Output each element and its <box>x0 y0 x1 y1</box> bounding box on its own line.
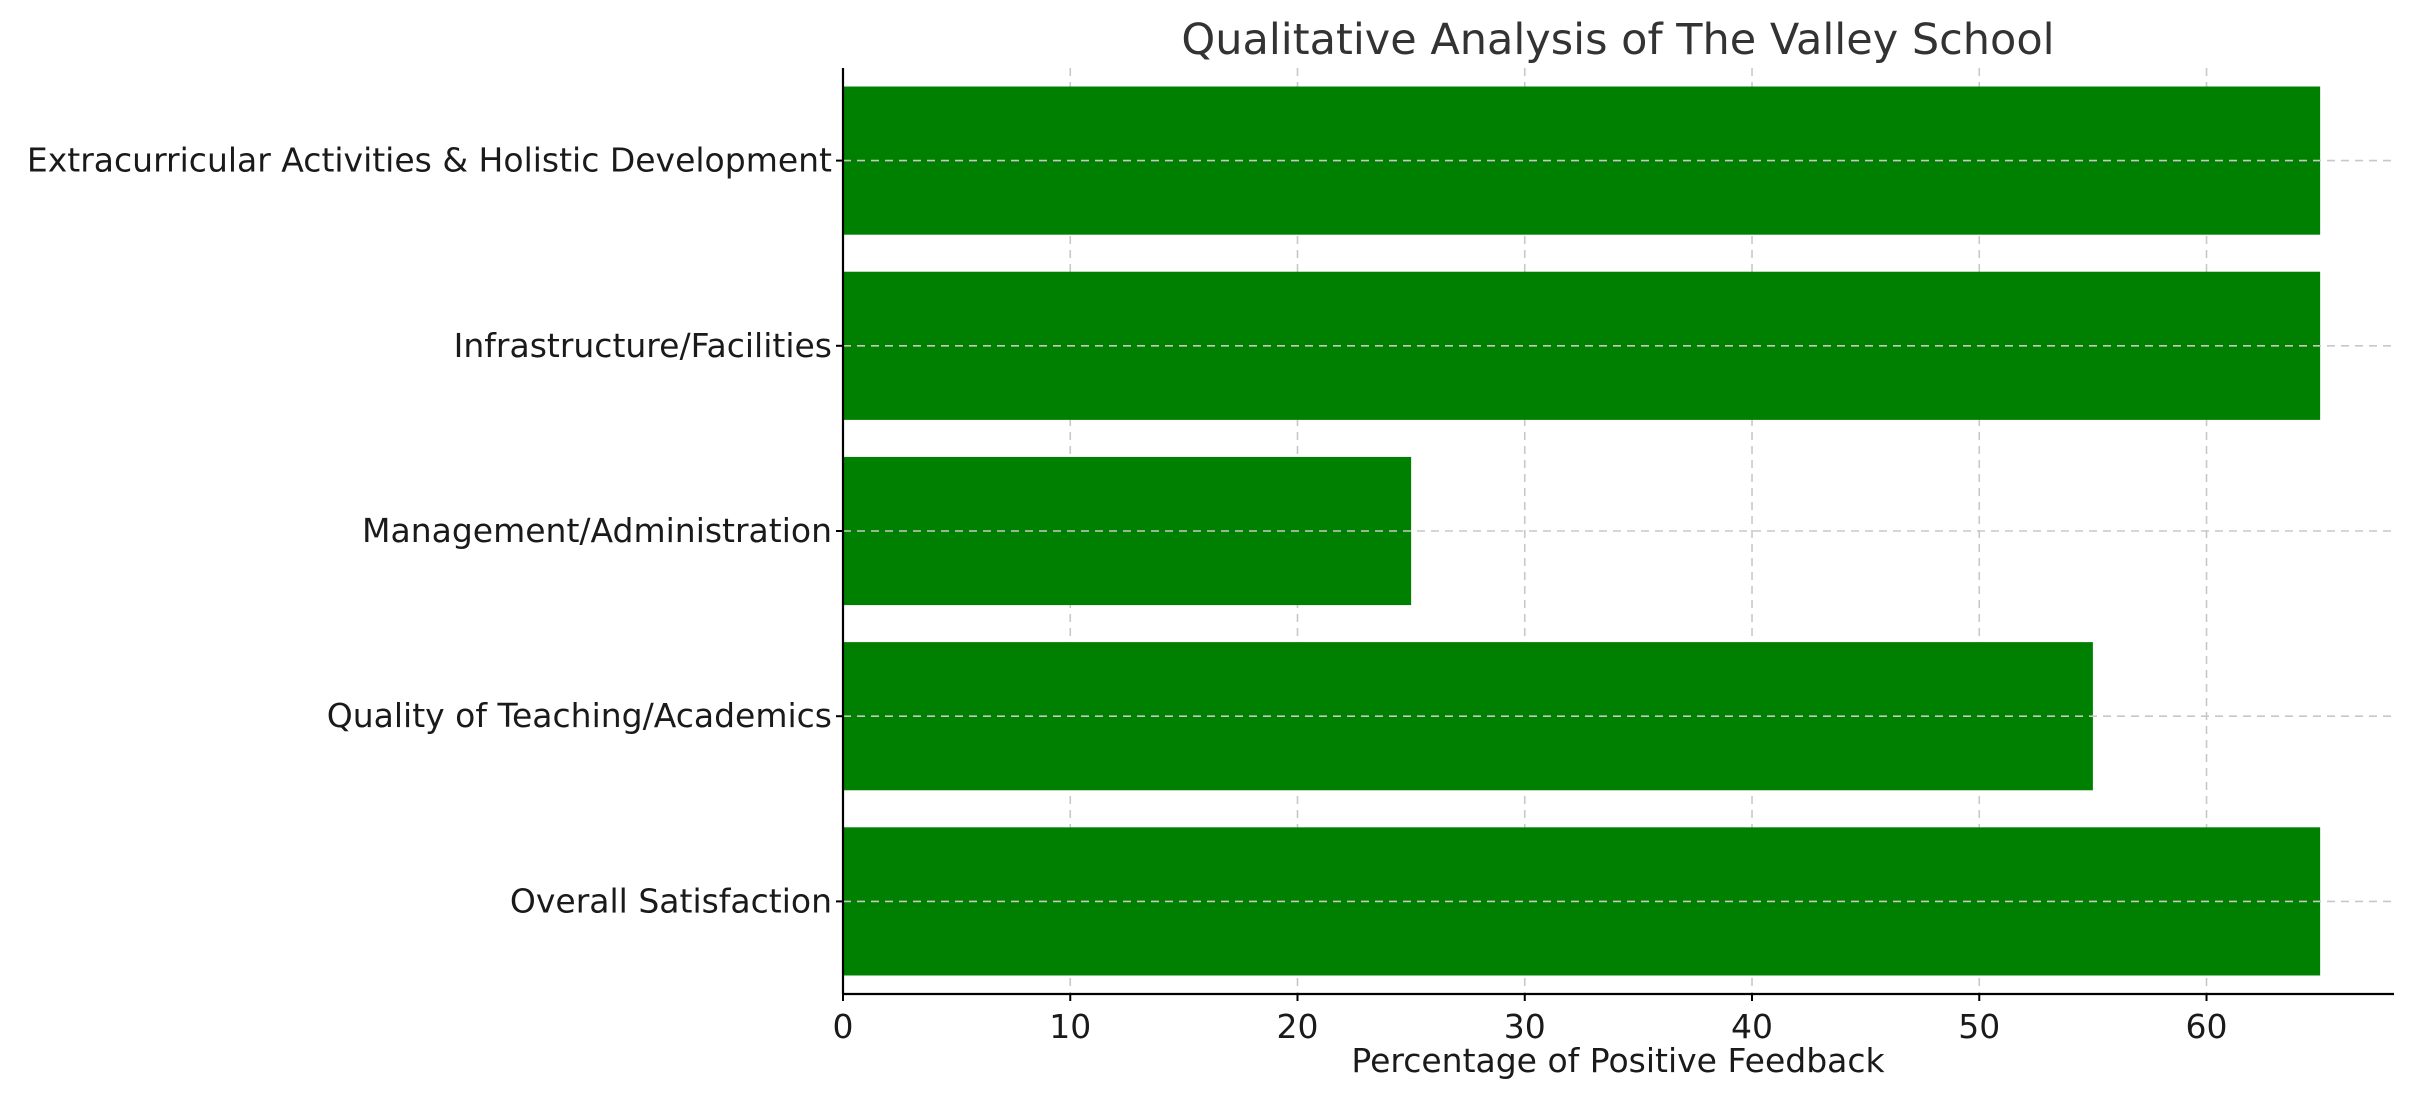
x-axis-label: Percentage of Positive Feedback <box>1351 1041 1885 1080</box>
x-tick-label: 0 <box>833 1007 854 1046</box>
x-tick-labels: 0 10 20 30 40 50 60 <box>833 1007 2228 1046</box>
x-tick-label: 40 <box>1731 1007 1773 1046</box>
y-tick-label: Overall Satisfaction <box>510 881 832 920</box>
axes <box>836 68 2394 1001</box>
x-tick-label: 10 <box>1049 1007 1091 1046</box>
bars <box>843 86 2321 976</box>
y-tick-label: Infrastructure/Facilities <box>454 326 832 365</box>
x-tick-label: 30 <box>1504 1007 1546 1046</box>
bar <box>843 86 2321 235</box>
bar <box>843 271 2321 420</box>
y-tick-label: Extracurricular Activities & Holistic De… <box>27 141 832 180</box>
x-tick-label: 20 <box>1277 1007 1319 1046</box>
bar <box>843 827 2321 976</box>
y-tick-label: Management/Administration <box>362 511 832 550</box>
y-tick-label: Quality of Teaching/Academics <box>327 696 832 735</box>
x-tick-label: 50 <box>1958 1007 2000 1046</box>
y-tick-labels: Overall Satisfaction Quality of Teaching/… <box>27 141 832 921</box>
chart-title: Qualitative Analysis of The Valley Schoo… <box>1181 15 2054 65</box>
x-tick-label: 60 <box>2186 1007 2228 1046</box>
